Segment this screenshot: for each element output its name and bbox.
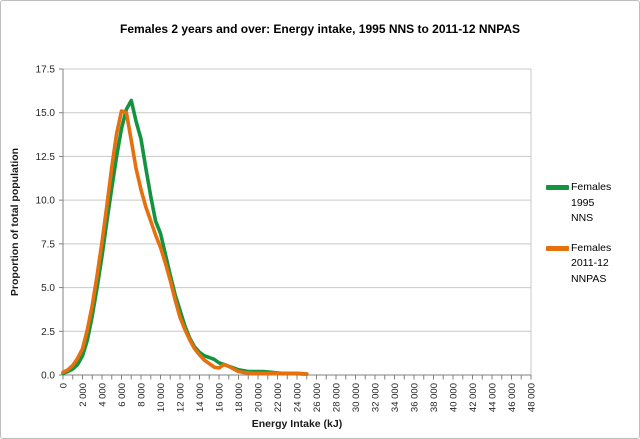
legend-item-2011-12-nnpas: Females 2011-12 NNPAS — [546, 241, 618, 288]
svg-text:6 000: 6 000 — [117, 383, 128, 407]
legend-item-1995-nns: Females 1995 NNS — [546, 180, 618, 227]
svg-text:16 000: 16 000 — [215, 383, 226, 412]
svg-text:38 000: 38 000 — [429, 383, 440, 412]
svg-text:22 000: 22 000 — [273, 383, 284, 412]
svg-text:12 000: 12 000 — [176, 383, 187, 412]
svg-text:28 000: 28 000 — [332, 383, 343, 412]
x-axis-ticks — [62, 375, 532, 380]
legend: Females 1995 NNS Females 2011-12 NNPAS — [546, 180, 618, 301]
svg-text:17.5: 17.5 — [36, 65, 56, 76]
svg-text:0.0: 0.0 — [41, 371, 55, 382]
legend-label: Females 2011-12 NNPAS — [571, 241, 612, 285]
svg-text:10.0: 10.0 — [36, 196, 56, 207]
svg-text:36 000: 36 000 — [410, 383, 421, 412]
gridlines — [63, 68, 532, 375]
svg-text:14 000: 14 000 — [195, 383, 206, 412]
x-axis-title: Energy Intake (kJ) — [251, 418, 343, 430]
legend-label: Females 1995 NNS — [571, 181, 612, 224]
svg-text:0: 0 — [59, 383, 70, 388]
legend-line-swatch-green-icon — [546, 185, 569, 190]
svg-text:26 000: 26 000 — [312, 383, 323, 412]
svg-text:5.0: 5.0 — [41, 283, 55, 294]
svg-text:32 000: 32 000 — [371, 383, 382, 412]
svg-text:20 000: 20 000 — [254, 383, 265, 412]
svg-text:42 000: 42 000 — [468, 383, 479, 412]
svg-text:8 000: 8 000 — [137, 383, 148, 407]
y-axis-ticks: 0.0 2.5 5.0 7.5 10.0 12.5 15.0 17.5 — [36, 65, 63, 382]
svg-text:15.0: 15.0 — [36, 108, 56, 119]
svg-text:48 000: 48 000 — [527, 383, 538, 412]
svg-text:10 000: 10 000 — [156, 383, 167, 412]
svg-text:30 000: 30 000 — [351, 383, 362, 412]
svg-text:40 000: 40 000 — [449, 383, 460, 412]
legend-line-swatch-orange-icon — [546, 245, 569, 251]
svg-text:4 000: 4 000 — [98, 383, 109, 407]
x-axis-labels: 0 2 000 4 000 6 000 8 000 10 000 12 000 14 000 1… — [59, 383, 538, 412]
series-line-females-2011-12-nnpas — [61, 109, 309, 376]
svg-text:34 000: 34 000 — [390, 383, 401, 412]
svg-text:18 000: 18 000 — [234, 383, 245, 412]
svg-text:2 000: 2 000 — [78, 383, 89, 407]
svg-text:7.5: 7.5 — [41, 239, 55, 250]
chart-title: Females 2 years and over: Energy intake,… — [120, 22, 520, 36]
svg-text:24 000: 24 000 — [293, 383, 304, 412]
svg-text:12.5: 12.5 — [36, 152, 56, 163]
svg-text:2.5: 2.5 — [41, 327, 55, 338]
svg-text:46 000: 46 000 — [507, 383, 518, 412]
svg-text:44 000: 44 000 — [488, 383, 499, 412]
